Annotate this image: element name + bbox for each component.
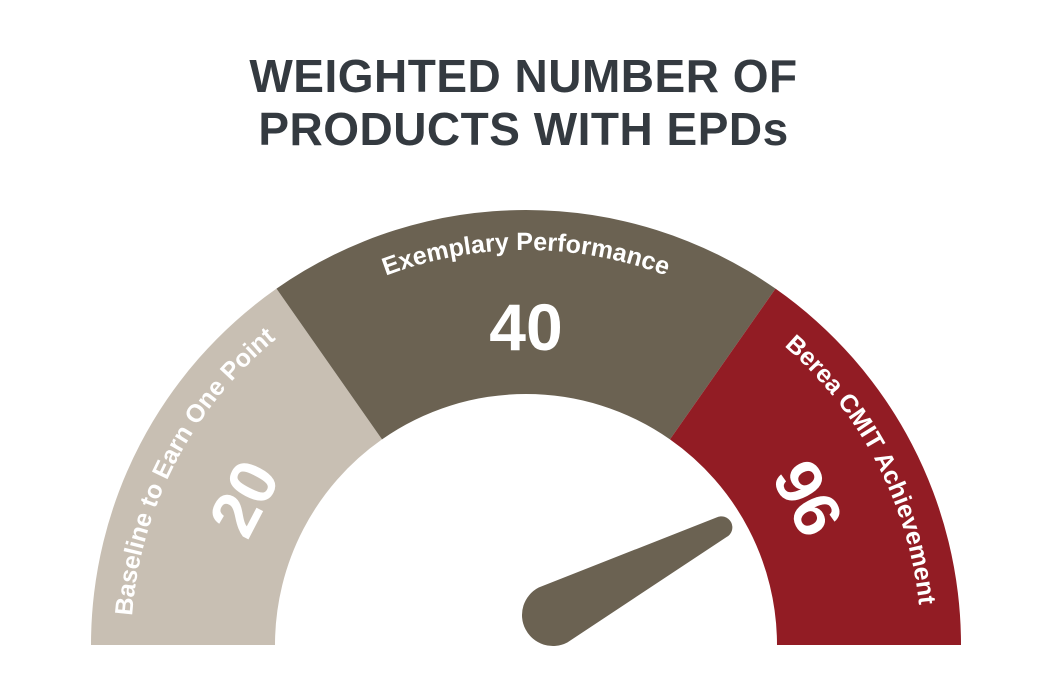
chart-title: WEIGHTED NUMBER OF PRODUCTS WITH EPDs bbox=[0, 50, 1047, 156]
gauge-segment-exemplary bbox=[276, 209, 776, 440]
gauge-needle bbox=[521, 516, 733, 647]
gauge-segment-achievement bbox=[669, 288, 961, 645]
gauge-segment-baseline bbox=[90, 288, 383, 645]
segment-value-exemplary: 40 bbox=[489, 290, 562, 364]
chart-title-line-2: PRODUCTS WITH EPDs bbox=[258, 103, 789, 155]
chart-title-line-1: WEIGHTED NUMBER OF bbox=[249, 50, 798, 102]
